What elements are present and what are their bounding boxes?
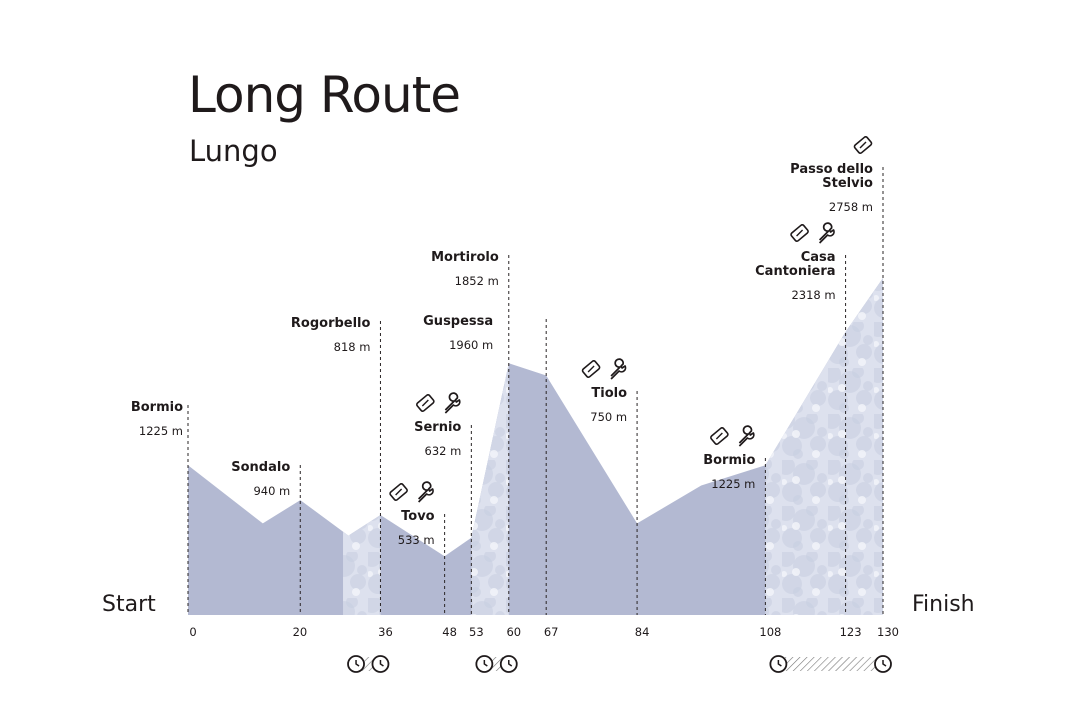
climb-shaded-section [765, 278, 883, 615]
food-icon-stripe [859, 141, 867, 149]
stopwatch-hands [508, 660, 513, 667]
waypoint-name: Rogorbello [291, 316, 371, 331]
waypoint-elevation: 2758 m [829, 200, 873, 214]
stopwatch-icon [347, 655, 365, 673]
wrench-shape [738, 425, 755, 447]
food-icon-stripe [421, 399, 429, 407]
food-icon [389, 483, 408, 501]
food-icon-stripe [715, 432, 723, 440]
food-icon-wrapper [416, 394, 435, 412]
waypoint-name: Mortirolo [431, 250, 499, 265]
stopwatch-icon [475, 655, 494, 673]
x-tick-label: 53 [469, 625, 484, 639]
waypoint-elevation: 1960 m [449, 338, 493, 352]
stopwatch-icon [371, 655, 390, 673]
waypoint-name: Sondalo [231, 460, 290, 475]
food-icon [790, 224, 809, 242]
climb-shaded-section [471, 278, 509, 615]
waypoint-name: Guspessa [423, 314, 493, 329]
waypoint-elevation: 1852 m [455, 274, 499, 288]
stopwatch-hands [882, 660, 887, 667]
waypoint-name: Sernio [414, 420, 461, 435]
waypoint-name: Tiolo [591, 386, 627, 401]
food-icon-wrapper [790, 224, 809, 242]
route-subtitle: Lungo [189, 134, 278, 168]
waypoint-name: Tovo [401, 509, 435, 524]
wrench-shape [610, 358, 627, 380]
waypoint-elevation: 750 m [590, 410, 627, 424]
wrench-icon [418, 481, 434, 503]
food-icon [853, 136, 873, 154]
stopwatch-icon [874, 655, 892, 673]
wrench-icon [444, 392, 461, 414]
start-label: Start [102, 592, 156, 617]
wrench-shape [444, 392, 461, 414]
stopwatch-hands [483, 660, 488, 667]
x-tick-label: 108 [759, 625, 781, 639]
food-icon-stripe [796, 229, 804, 237]
waypoint-elevation: 533 m [398, 533, 435, 547]
waypoint-elevation: 818 m [334, 340, 371, 354]
food-icon-stripe [587, 365, 595, 373]
wrench-shape [418, 481, 434, 503]
food-icon-wrapper [581, 360, 601, 378]
waypoint-name: Cantoniera [755, 264, 835, 279]
x-tick-label: 0 [189, 625, 196, 639]
finish-label: Finish [912, 592, 975, 617]
wrench-icon [738, 425, 755, 447]
x-tick-label: 67 [544, 625, 559, 639]
climb-shaded-section [343, 278, 381, 615]
x-tick-label: 48 [442, 625, 457, 639]
food-icon-stripe [395, 488, 403, 496]
stopwatch-hands [379, 660, 384, 667]
wrench-shape [818, 222, 835, 244]
x-tick-label: 84 [635, 625, 650, 639]
food-icon-wrapper [710, 427, 729, 445]
x-tick-label: 60 [506, 625, 521, 639]
waypoint-name: Bormio [703, 453, 755, 468]
x-tick-label: 123 [840, 625, 862, 639]
wrench-icon [610, 358, 627, 380]
timed-segment-hatch [778, 657, 883, 671]
food-icon-wrapper [853, 136, 873, 154]
waypoint-elevation: 940 m [253, 484, 290, 498]
stopwatch-icon [499, 655, 518, 673]
x-tick-label: 130 [877, 625, 899, 639]
x-tick-label: 36 [378, 625, 393, 639]
waypoint-name: Stelvio [822, 176, 873, 191]
x-tick-label: 20 [293, 625, 308, 639]
stopwatch-icon [769, 655, 788, 673]
food-icon-wrapper [389, 483, 408, 501]
stopwatch-hands [355, 660, 360, 667]
wrench-icon [818, 222, 835, 244]
waypoint-name: Passo dello [790, 162, 873, 177]
waypoint-elevation: 1225 m [711, 477, 755, 491]
waypoint-name: Bormio [131, 400, 183, 415]
food-icon [710, 427, 729, 445]
waypoint-elevation: 1225 m [139, 424, 183, 438]
waypoint-elevation: 2318 m [791, 288, 835, 302]
food-icon [581, 360, 601, 378]
waypoint-name: Casa [801, 250, 836, 265]
food-icon [416, 394, 435, 412]
stopwatch-hands [777, 660, 782, 667]
route-title: Long Route [188, 66, 461, 124]
waypoint-elevation: 632 m [425, 444, 462, 458]
